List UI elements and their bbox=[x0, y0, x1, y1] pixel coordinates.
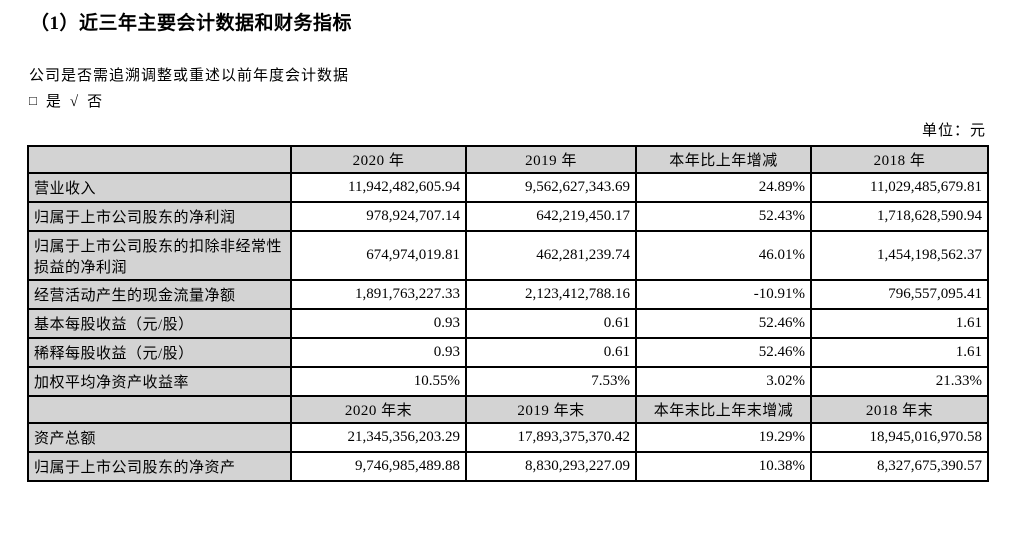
value-2018: 1.61 bbox=[810, 308, 989, 339]
row-label: 基本每股收益（元/股） bbox=[27, 308, 292, 339]
value-2018: 21.33% bbox=[810, 366, 989, 397]
value-2018: 11,029,485,679.81 bbox=[810, 172, 989, 203]
value-2020: 1,891,763,227.33 bbox=[290, 279, 467, 310]
value-2019: 7.53% bbox=[465, 366, 637, 397]
value-2020: 0.93 bbox=[290, 337, 467, 368]
value-2019: 17,893,375,370.42 bbox=[465, 422, 637, 453]
value-2018: 1.61 bbox=[810, 337, 989, 368]
table-row-weighted-avg-roe: 加权平均净资产收益率 10.55% 7.53% 3.02% 21.33% bbox=[27, 366, 989, 397]
row-label: 经营活动产生的现金流量净额 bbox=[27, 279, 292, 310]
header-empty-cell bbox=[27, 395, 292, 424]
value-yoy: 52.46% bbox=[635, 337, 812, 368]
value-2020: 21,345,356,203.29 bbox=[290, 422, 467, 453]
value-2019: 2,123,412,788.16 bbox=[465, 279, 637, 310]
row-label: 加权平均净资产收益率 bbox=[27, 366, 292, 397]
checkmark-icon: √ bbox=[69, 94, 79, 110]
section-title: （1）近三年主要会计数据和财务指标 bbox=[30, 13, 353, 34]
value-2020: 674,974,019.81 bbox=[290, 230, 467, 281]
value-2019: 8,830,293,227.09 bbox=[465, 451, 637, 482]
restatement-answer: □ 是 √ 否 bbox=[29, 90, 111, 111]
value-2018: 796,557,095.41 bbox=[810, 279, 989, 310]
value-yoy: 46.01% bbox=[635, 230, 812, 281]
table-row-operating-revenue: 营业收入 11,942,482,605.94 9,562,627,343.69 … bbox=[27, 172, 989, 203]
value-2020: 978,924,707.14 bbox=[290, 201, 467, 232]
restatement-question: 公司是否需追溯调整或重述以前年度会计数据 bbox=[29, 68, 350, 84]
table-row-diluted-eps: 稀释每股收益（元/股） 0.93 0.61 52.46% 1.61 bbox=[27, 337, 989, 368]
value-2019: 462,281,239.74 bbox=[465, 230, 637, 281]
table-row-net-profit: 归属于上市公司股东的净利润 978,924,707.14 642,219,450… bbox=[27, 201, 989, 232]
unit-label: 单位：元 bbox=[921, 123, 986, 139]
header-empty-cell bbox=[27, 145, 292, 174]
value-2018: 1,718,628,590.94 bbox=[810, 201, 989, 232]
checkbox-unchecked-icon: □ bbox=[29, 93, 37, 108]
column-header-2019-end: 2019 年末 bbox=[465, 395, 637, 424]
value-2020: 11,942,482,605.94 bbox=[290, 172, 467, 203]
value-2019: 0.61 bbox=[465, 337, 637, 368]
column-header-2018: 2018 年 bbox=[810, 145, 989, 174]
value-yoy: 24.89% bbox=[635, 172, 812, 203]
column-header-2019: 2019 年 bbox=[465, 145, 637, 174]
row-label: 资产总额 bbox=[27, 422, 292, 453]
period-header-row: 2020 年 2019 年 本年比上年增减 2018 年 bbox=[27, 145, 989, 174]
column-header-2020: 2020 年 bbox=[290, 145, 467, 174]
column-header-2018-end: 2018 年末 bbox=[810, 395, 989, 424]
value-yoy: 3.02% bbox=[635, 366, 812, 397]
table-row-basic-eps: 基本每股收益（元/股） 0.93 0.61 52.46% 1.61 bbox=[27, 308, 989, 339]
value-2020: 0.93 bbox=[290, 308, 467, 339]
value-yoy: 19.29% bbox=[635, 422, 812, 453]
value-2019: 9,562,627,343.69 bbox=[465, 172, 637, 203]
row-label: 归属于上市公司股东的净利润 bbox=[27, 201, 292, 232]
table-row-net-profit-excl-nonrecurring: 归属于上市公司股东的扣除非经常性损益的净利润 674,974,019.81 46… bbox=[27, 230, 989, 281]
no-label: 否 bbox=[87, 94, 103, 110]
value-yoy: 52.43% bbox=[635, 201, 812, 232]
row-label: 营业收入 bbox=[27, 172, 292, 203]
value-2020: 10.55% bbox=[290, 366, 467, 397]
column-header-2020-end: 2020 年末 bbox=[290, 395, 467, 424]
value-yoy: 52.46% bbox=[635, 308, 812, 339]
row-label: 归属于上市公司股东的净资产 bbox=[27, 451, 292, 482]
column-header-yearend-change: 本年末比上年末增减 bbox=[635, 395, 812, 424]
value-2020: 9,746,985,489.88 bbox=[290, 451, 467, 482]
table-row-net-assets: 归属于上市公司股东的净资产 9,746,985,489.88 8,830,293… bbox=[27, 451, 989, 482]
row-label: 归属于上市公司股东的扣除非经常性损益的净利润 bbox=[27, 230, 292, 281]
value-2019: 642,219,450.17 bbox=[465, 201, 637, 232]
value-2018: 8,327,675,390.57 bbox=[810, 451, 989, 482]
yes-label: 是 bbox=[45, 94, 61, 110]
value-yoy: -10.91% bbox=[635, 279, 812, 310]
value-2018: 18,945,016,970.58 bbox=[810, 422, 989, 453]
value-yoy: 10.38% bbox=[635, 451, 812, 482]
financial-indicators-table: 2020 年 2019 年 本年比上年增减 2018 年 营业收入 11,942… bbox=[27, 145, 989, 482]
value-2019: 0.61 bbox=[465, 308, 637, 339]
row-label: 稀释每股收益（元/股） bbox=[27, 337, 292, 368]
value-2018: 1,454,198,562.37 bbox=[810, 230, 989, 281]
column-header-yoy-change: 本年比上年增减 bbox=[635, 145, 812, 174]
table-row-operating-cash-flow: 经营活动产生的现金流量净额 1,891,763,227.33 2,123,412… bbox=[27, 279, 989, 310]
yearend-header-row: 2020 年末 2019 年末 本年末比上年末增减 2018 年末 bbox=[27, 395, 989, 424]
table-row-total-assets: 资产总额 21,345,356,203.29 17,893,375,370.42… bbox=[27, 422, 989, 453]
